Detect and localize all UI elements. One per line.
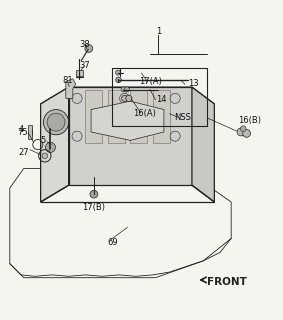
Text: 17(B): 17(B) [82, 203, 105, 212]
Text: 27: 27 [18, 148, 29, 157]
Text: 38: 38 [79, 40, 90, 49]
Bar [76, 70, 83, 76]
Circle shape [170, 93, 180, 103]
Text: 16(B): 16(B) [238, 116, 261, 125]
Circle shape [42, 153, 48, 159]
Polygon shape [66, 79, 76, 98]
Polygon shape [130, 90, 147, 143]
Text: 75: 75 [17, 128, 27, 137]
Polygon shape [69, 87, 192, 185]
Text: 5: 5 [41, 136, 46, 146]
Text: 1: 1 [156, 27, 162, 36]
Text: 81: 81 [62, 76, 73, 85]
Circle shape [90, 190, 98, 198]
Circle shape [125, 87, 129, 92]
Polygon shape [91, 101, 164, 140]
Circle shape [126, 95, 132, 101]
Circle shape [121, 87, 126, 92]
Circle shape [116, 77, 121, 83]
Polygon shape [192, 87, 214, 202]
Circle shape [170, 131, 180, 141]
Polygon shape [153, 90, 170, 143]
Polygon shape [108, 90, 125, 143]
Circle shape [241, 126, 246, 132]
Circle shape [72, 93, 82, 103]
Circle shape [72, 131, 82, 141]
Circle shape [115, 70, 121, 75]
Text: 13: 13 [188, 79, 199, 88]
Text: NSS: NSS [175, 113, 191, 122]
Text: 4: 4 [18, 125, 23, 134]
Text: 14: 14 [156, 95, 167, 104]
Polygon shape [41, 87, 69, 202]
Circle shape [243, 130, 250, 137]
Circle shape [45, 142, 55, 152]
Circle shape [43, 109, 69, 135]
Text: 69: 69 [107, 238, 118, 247]
Polygon shape [41, 87, 214, 146]
Circle shape [85, 44, 93, 52]
Text: 37: 37 [79, 61, 90, 70]
Circle shape [122, 95, 128, 101]
Circle shape [120, 93, 130, 103]
Polygon shape [85, 90, 102, 143]
Circle shape [120, 127, 130, 137]
Text: FRONT: FRONT [207, 277, 247, 287]
Text: 17(A): 17(A) [139, 77, 162, 86]
Circle shape [237, 128, 245, 136]
Polygon shape [28, 125, 32, 139]
Text: 16(A): 16(A) [133, 109, 156, 118]
Bar [112, 68, 207, 126]
Circle shape [47, 113, 65, 131]
